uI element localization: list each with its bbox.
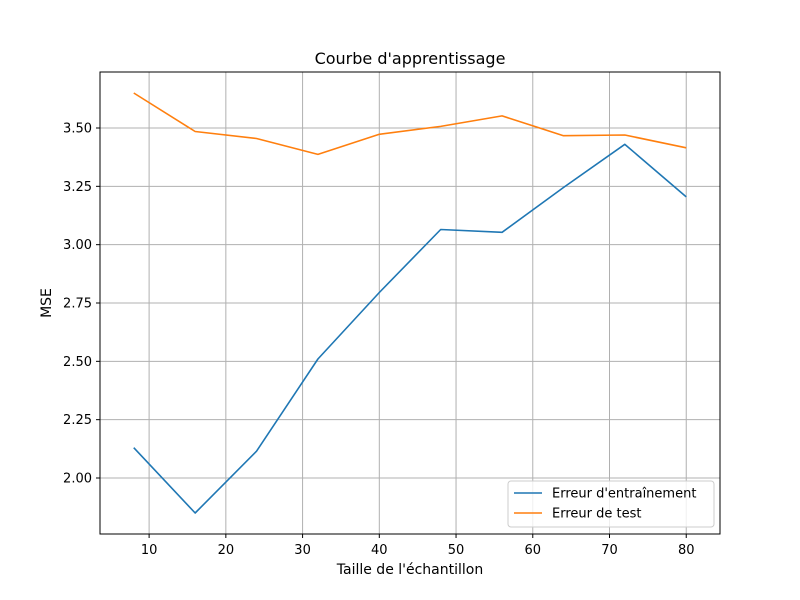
x-axis-ticks: 10 20 30 40 50 60 70 80	[141, 534, 695, 558]
legend-box	[507, 480, 715, 528]
y-tick-label: 3.00	[63, 238, 92, 253]
series-line-train	[133, 143, 687, 514]
x-tick-label: 20	[218, 543, 235, 558]
legend: Erreur d'entraînement Erreur de test	[507, 480, 715, 528]
y-tick-label: 3.25	[63, 180, 92, 195]
series-line-test	[133, 92, 687, 156]
x-axis-label: Taille de l'échantillon	[336, 562, 483, 578]
x-tick-label: 60	[524, 543, 541, 558]
series-lines	[133, 92, 687, 514]
x-tick-label: 10	[141, 543, 158, 558]
y-tick-label: 2.75	[63, 297, 92, 312]
x-tick-label: 30	[294, 543, 311, 558]
x-tick-label: 70	[601, 543, 618, 558]
legend-label: Erreur de test	[552, 507, 641, 522]
x-tick-label: 40	[371, 543, 388, 558]
chart-title: Courbe d'apprentissage	[315, 49, 506, 68]
y-tick-label: 3.50	[63, 122, 92, 137]
legend-label: Erreur d'entraînement	[552, 487, 696, 502]
y-tick-label: 2.25	[63, 413, 92, 428]
x-tick-label: 80	[678, 543, 695, 558]
y-axis-label: MSE	[39, 288, 55, 318]
y-axis-ticks: 2.00 2.25 2.50 2.75 3.00 3.25 3.50	[63, 122, 100, 487]
x-tick-label: 50	[448, 543, 465, 558]
grid-lines	[100, 72, 720, 534]
y-tick-label: 2.50	[63, 355, 92, 370]
y-tick-label: 2.00	[63, 472, 92, 487]
